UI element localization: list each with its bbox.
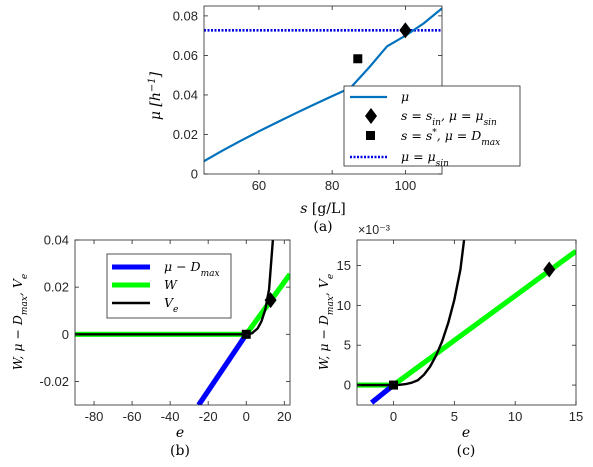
panel-c-caption: (c) bbox=[457, 443, 476, 459]
panel-a-xtick-label: 80 bbox=[325, 178, 339, 193]
panel-b-legend: μ − Dmax W Ve bbox=[106, 253, 232, 319]
panel-c-exponent-label: ×10⁻³ bbox=[358, 223, 390, 237]
panel-b-ytick-label: 0 bbox=[62, 327, 69, 342]
panel-c-xtick-label: 0 bbox=[390, 409, 397, 424]
panel-b-xtick-label: -20 bbox=[199, 409, 218, 424]
legend-square-icon bbox=[366, 131, 375, 140]
panel-c-xtick-label: 5 bbox=[451, 409, 458, 424]
panel-b-caption: (b) bbox=[170, 443, 190, 459]
legend-mu-text: μ bbox=[401, 89, 409, 104]
panel-c-ytick-label: 10 bbox=[337, 298, 351, 313]
panel-a-ytick-label: 0 bbox=[191, 167, 198, 182]
panel-c-ytick-label: 5 bbox=[344, 338, 351, 353]
panel-b-xtick-label: -80 bbox=[85, 409, 104, 424]
panel-b-ytick-label: 0.04 bbox=[44, 233, 69, 248]
panel-b-xtick-label: 20 bbox=[277, 409, 291, 424]
panel-a-ytick-label: 0.02 bbox=[173, 127, 198, 142]
panel-b-xtick-label: 0 bbox=[243, 409, 250, 424]
panel-a-ytick-label: 0.06 bbox=[173, 48, 198, 63]
panel-b-xtick-label: -60 bbox=[123, 409, 142, 424]
panel-b-ylabel: W, μ − Dmax, Ve bbox=[10, 274, 30, 370]
panel-b-frame bbox=[74, 239, 291, 406]
panel-a-xlabel: s [g/L] bbox=[300, 201, 346, 217]
panel-c-frame bbox=[356, 239, 577, 406]
panel-b: -80 -60 -40 -20 0 20 -0.02 0 0.02 0.04 W, μ − Dma… bbox=[10, 233, 292, 460]
panel-a-ytick-label: 0.08 bbox=[173, 8, 198, 23]
panel-b-square-marker bbox=[241, 329, 251, 339]
panel-a-series-0 bbox=[204, 7, 442, 163]
panel-b-xlabel: e bbox=[176, 425, 184, 441]
panel-c: 0 5 10 15 0 5 10 15 ×10⁻³ W, μ − Dmax, Ve e (c) bbox=[316, 223, 583, 459]
panel-a: 60 80 100 0 0.02 0.04 0.06 0.08 μ [h−1] s [g/L]… bbox=[147, 5, 521, 235]
panel-c-ytick-label: 15 bbox=[337, 258, 351, 273]
panel-a-legend: μ s = sin, μ = μsin s = s*, μ = Dmax μ =… bbox=[343, 85, 521, 169]
panel-a-ylabel: μ [h−1] bbox=[147, 71, 165, 120]
panel-c-diamond-marker bbox=[543, 261, 556, 278]
panel-c-ytick-label: 0 bbox=[344, 378, 351, 393]
panel-a-diamond-marker bbox=[399, 22, 412, 39]
panel-c-series-2 bbox=[357, 240, 466, 387]
legend-diamond-icon bbox=[365, 108, 377, 124]
panel-c-ylabel: W, μ − Dmax, Ve bbox=[316, 274, 336, 370]
panel-b-ytick-label: -0.02 bbox=[39, 374, 69, 389]
panel-b-ytick-label: 0.02 bbox=[44, 280, 69, 295]
panel-b-xtick-label: -40 bbox=[161, 409, 180, 424]
panel-a-square-marker bbox=[353, 54, 363, 64]
panel-c-xtick-label: 15 bbox=[569, 409, 583, 424]
legend-b-w-text: W bbox=[164, 277, 178, 292]
panel-a-ytick-label: 0.04 bbox=[173, 87, 198, 102]
panel-c-plot-area bbox=[357, 240, 576, 405]
panel-b-series-0 bbox=[196, 332, 249, 405]
panel-c-xlabel: e bbox=[462, 425, 470, 441]
panel-a-xtick-label: 100 bbox=[395, 178, 417, 193]
panel-a-caption: (a) bbox=[313, 219, 332, 235]
panel-b-diamond-marker bbox=[264, 292, 277, 309]
panel-a-xtick-label: 60 bbox=[252, 178, 266, 193]
panel-c-xtick-label: 10 bbox=[508, 409, 522, 424]
panel-c-square-marker bbox=[389, 380, 398, 390]
